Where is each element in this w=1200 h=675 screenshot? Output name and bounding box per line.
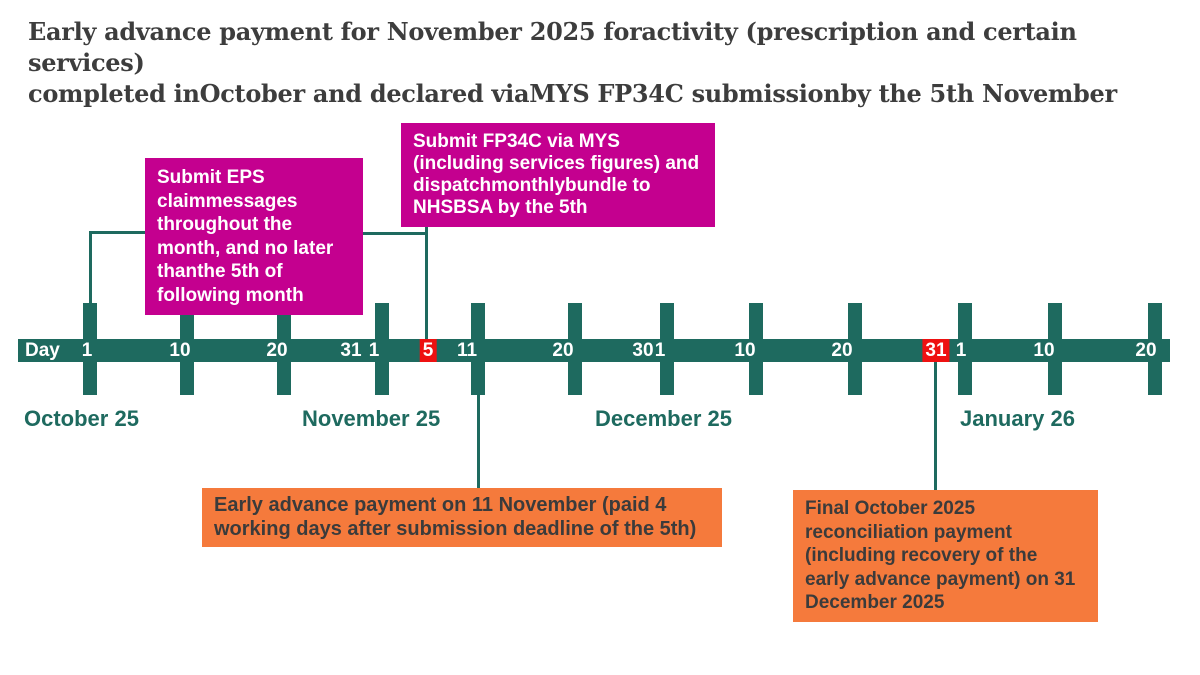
connector-dec31-to-reconciliation [934,360,937,491]
day-number: 10 [734,340,756,361]
timeline-bar [18,339,1170,362]
day-number: 20 [552,340,574,361]
early-advance-payment-callout: Early advance payment on 11 November (pa… [202,488,722,547]
connector-oct1-to-eps-vertical [89,231,92,309]
day-number-highlighted: 31 [922,339,950,362]
day-number: 10 [1033,340,1055,361]
month-label: November 25 [302,406,441,431]
day-number: 20 [1135,340,1157,361]
page-title-line-1: Early advance payment for November 2025 … [28,17,1077,77]
page-title-line-2: completed inOctober and declared viaMYS … [28,79,1117,108]
day-number: 11 [456,340,478,361]
connector-oct1-to-eps-horizontal [89,231,147,234]
timeline-day-label: Day [25,340,60,361]
day-number: 20 [831,340,853,361]
fp34c-submission-callout: Submit FP34C via MYS (including services… [401,123,715,227]
day-number: 1 [81,340,93,361]
reconciliation-payment-callout: Final October 2025 reconciliation paymen… [793,490,1098,622]
day-number: 20 [266,340,288,361]
day-number: 10 [169,340,191,361]
day-number: 1 [654,340,666,361]
month-label: December 25 [595,406,732,431]
day-number-highlighted: 5 [419,339,437,362]
connector-fp34c-to-nov5-vertical [425,225,428,340]
connector-eps-to-nov5-horizontal [361,232,428,235]
day-number: 1 [368,340,380,361]
month-label: October 25 [24,406,139,431]
month-label: January 26 [960,406,1075,431]
day-number: 31 [340,340,362,361]
eps-claims-callout: Submit EPS claimmessages throughout the … [145,158,363,315]
day-number: 30 [632,340,654,361]
page-title: Early advance payment for November 2025 … [28,16,1188,109]
day-number: 1 [955,340,967,361]
connector-nov11-to-early-payment [477,393,480,489]
